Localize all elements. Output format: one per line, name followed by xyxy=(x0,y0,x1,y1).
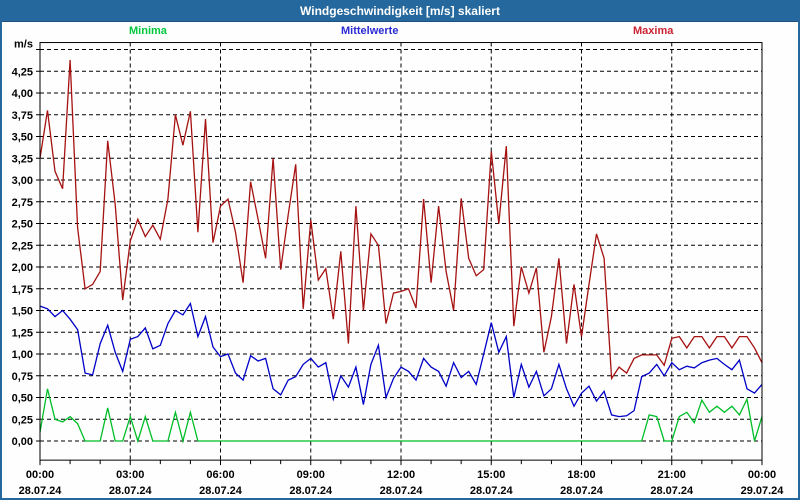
x-tick-date-label: 28.07.24 xyxy=(560,485,604,497)
x-tick-time-label: 00:00 xyxy=(748,469,776,481)
y-tick-label: 1,25 xyxy=(12,327,33,339)
y-tick-label: 3,00 xyxy=(12,175,33,187)
window-title: Windgeschwindigkeit [m/s] skaliert xyxy=(300,4,500,18)
x-tick-date-label: 29.07.24 xyxy=(741,485,785,497)
y-tick-label: 4,00 xyxy=(12,88,33,100)
y-tick-label: 3,50 xyxy=(12,132,33,144)
x-tick-time-label: 09:00 xyxy=(297,469,325,481)
y-tick-label: 4,25 xyxy=(12,66,33,78)
x-tick-time-label: 12:00 xyxy=(387,469,415,481)
x-tick-date-label: 28.07.24 xyxy=(19,485,63,497)
y-tick-label: 0,00 xyxy=(12,436,33,448)
y-tick-label: 0,50 xyxy=(12,393,33,405)
legend-mittelwerte: Mittelwerte xyxy=(341,25,399,37)
y-tick-label: 1,50 xyxy=(12,306,33,318)
y-tick-label: 1,75 xyxy=(12,284,33,296)
series-line-mittelwerte xyxy=(39,301,763,418)
y-tick-label: 0,25 xyxy=(12,414,33,426)
y-tick-label: 0,75 xyxy=(12,371,33,383)
y-tick-label: 1,00 xyxy=(12,349,33,361)
plot-border xyxy=(39,42,763,461)
y-tick-label: 2,00 xyxy=(12,262,33,274)
window-title-bar: Windgeschwindigkeit [m/s] skaliert xyxy=(2,2,798,22)
x-tick-date-label: 28.07.24 xyxy=(470,485,514,497)
x-tick-time-label: 15:00 xyxy=(477,469,505,481)
series-line-maxima xyxy=(39,59,763,381)
legend-minima: Minima xyxy=(129,25,167,37)
x-tick-time-label: 18:00 xyxy=(567,469,595,481)
y-tick-label: 2,75 xyxy=(12,197,33,209)
x-tick-date-label: 28.07.24 xyxy=(289,485,333,497)
y-tick-label: 3,25 xyxy=(12,153,33,165)
y-tick-label: 2,25 xyxy=(12,240,33,252)
x-tick-time-label: 00:00 xyxy=(26,469,54,481)
y-axis-unit-label: m/s xyxy=(14,39,33,51)
y-tick-label: 3,75 xyxy=(12,110,33,122)
y-tick-label: 2,50 xyxy=(12,219,33,231)
x-tick-time-label: 06:00 xyxy=(206,469,234,481)
x-tick-date-label: 28.07.24 xyxy=(380,485,424,497)
x-tick-time-label: 03:00 xyxy=(116,469,144,481)
x-tick-date-label: 28.07.24 xyxy=(650,485,694,497)
series-line-minima xyxy=(39,388,763,444)
x-tick-time-label: 21:00 xyxy=(658,469,686,481)
x-tick-date-label: 28.07.24 xyxy=(109,485,153,497)
x-tick-date-label: 28.07.24 xyxy=(199,485,243,497)
legend-maxima: Maxima xyxy=(633,25,674,37)
